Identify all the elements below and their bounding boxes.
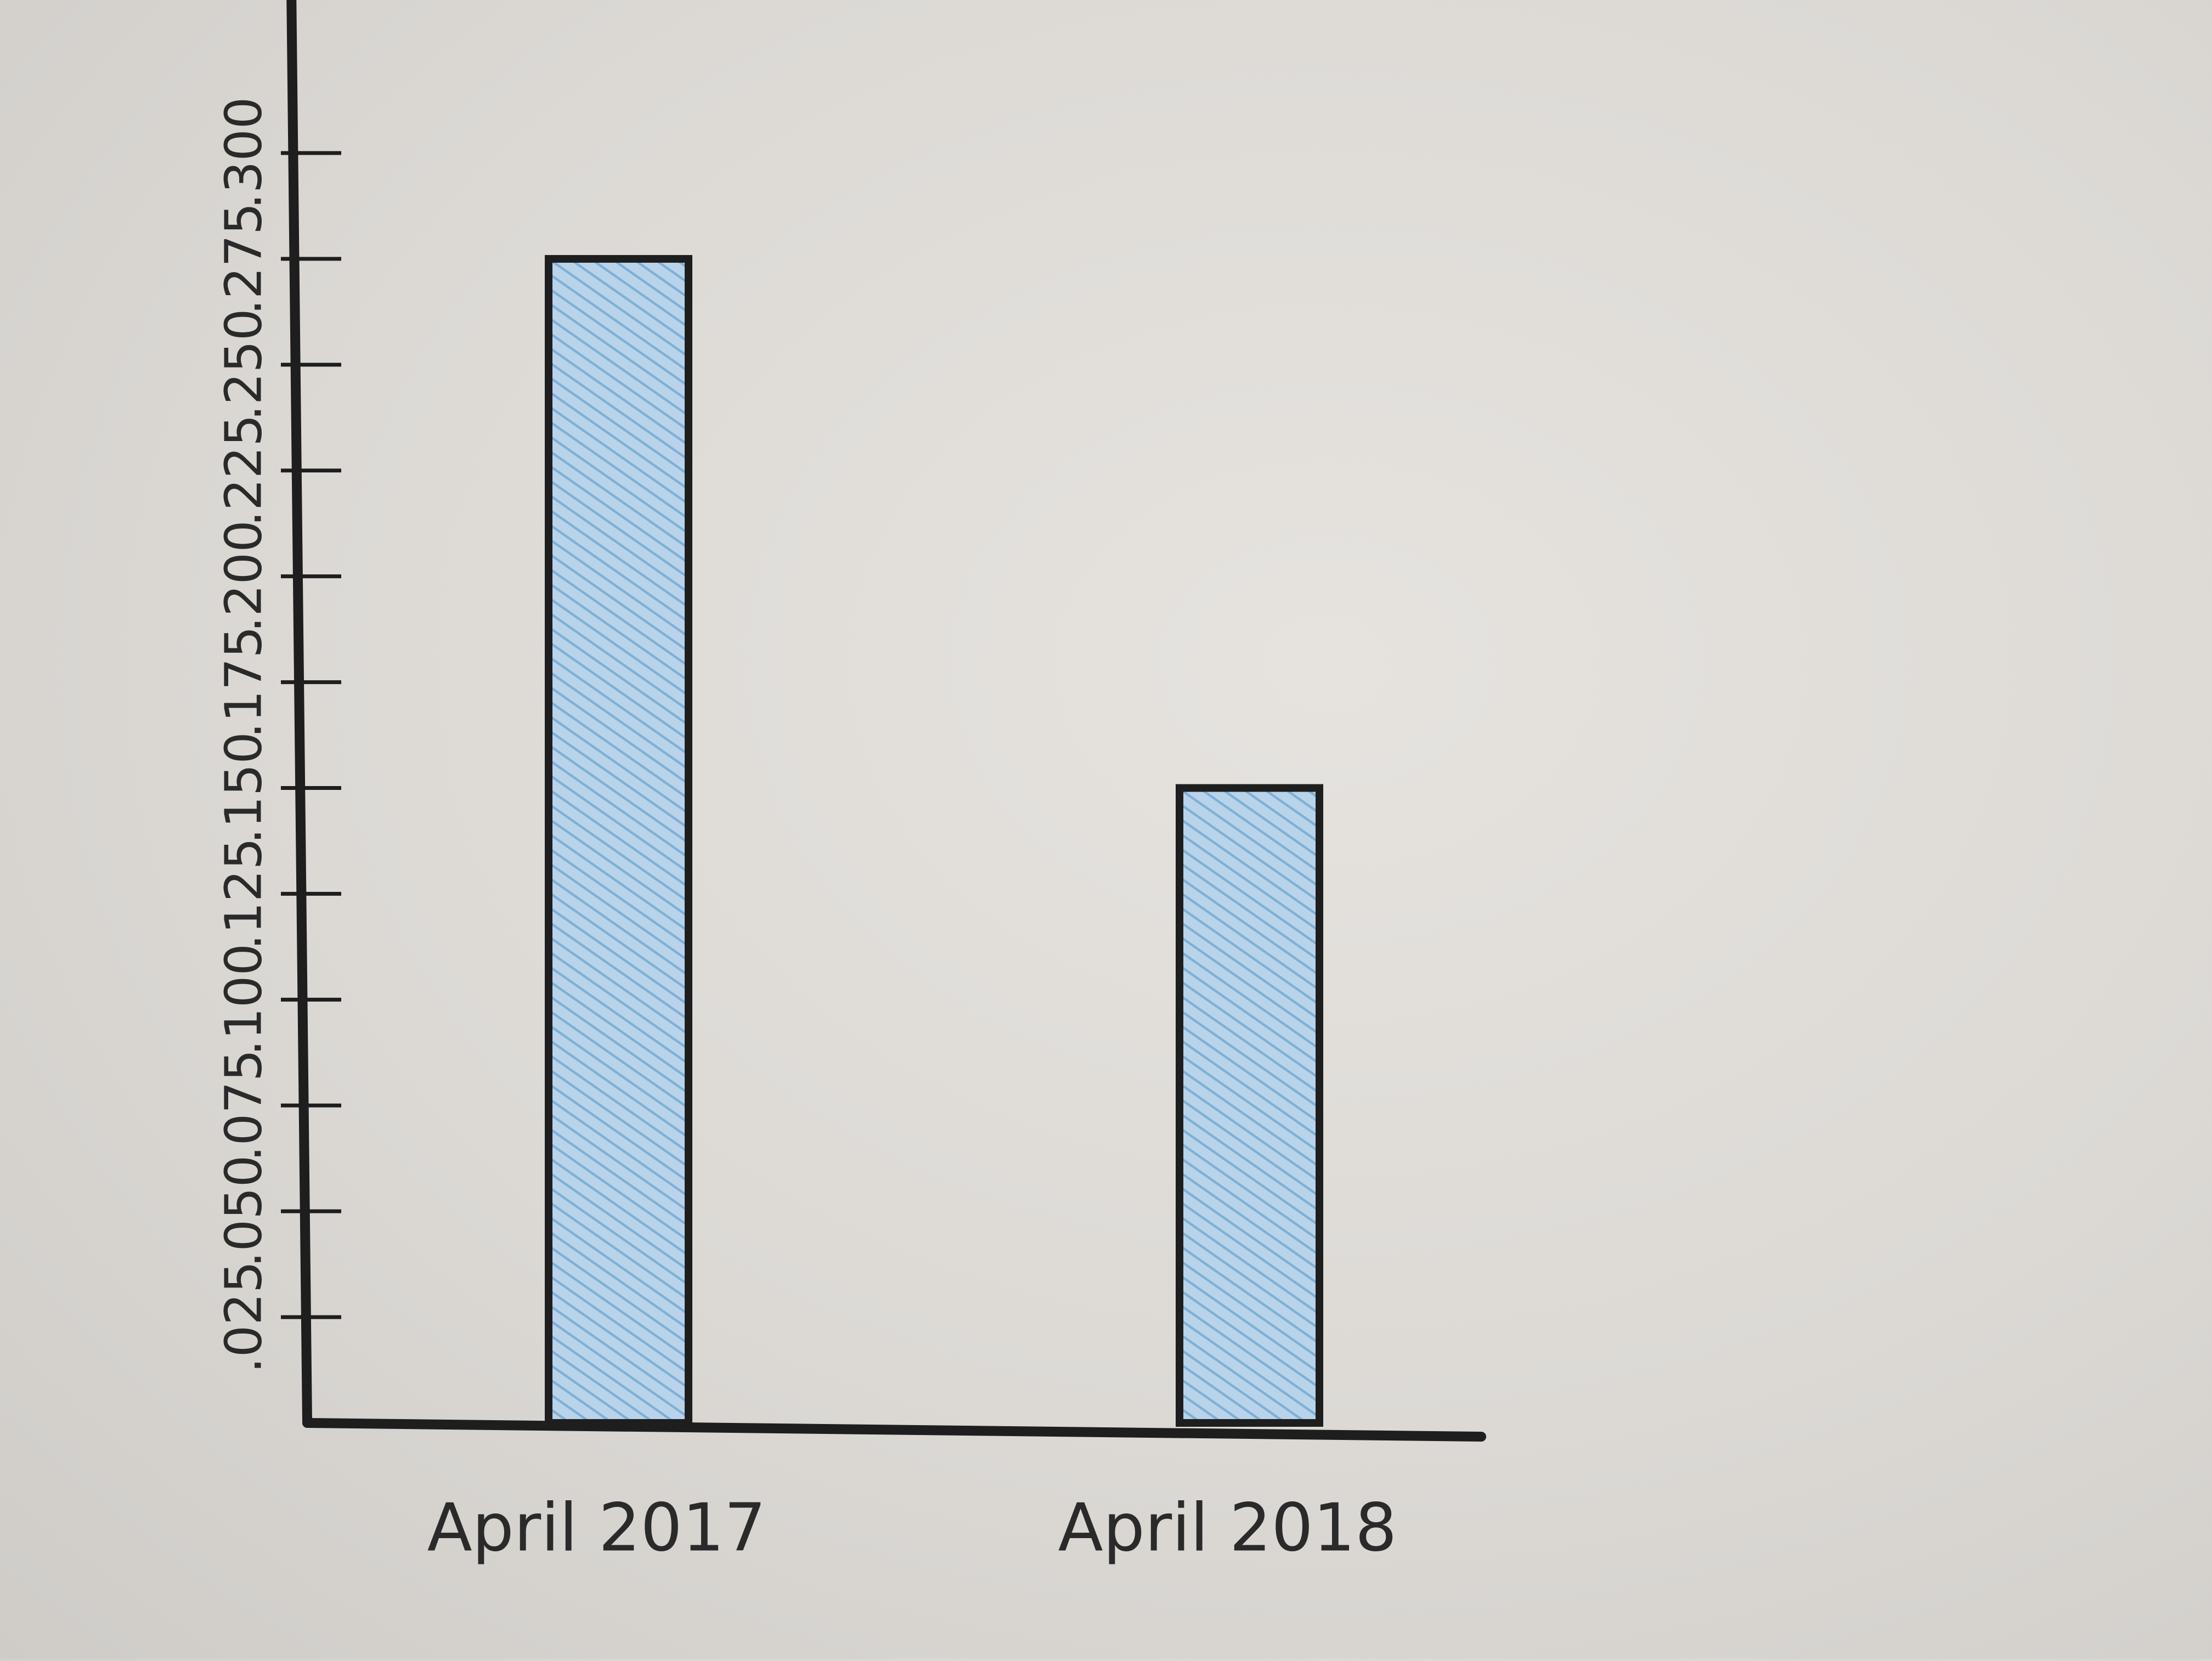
tick-label: .150 [214,732,273,844]
tick-marks [281,151,341,1319]
tick-label: .125 [214,838,273,950]
tick-label: .200 [214,520,273,632]
category-label: April 2017 [427,1490,766,1567]
tick-label: .100 [214,944,273,1056]
tick-label: .300 [214,97,273,210]
value-axis-line [286,0,312,1428]
bar-april-2018 [1176,784,1323,1427]
category-axis-line [302,1418,1486,1442]
tick-label: .175 [214,626,273,738]
tick-label: .025 [214,1261,273,1374]
bar-april-2017 [545,255,692,1427]
tick-label: .250 [214,308,273,421]
bars [545,255,1323,1427]
tick-label: .275 [214,202,273,315]
tick-labels: .025.050.075.100.125.150.175.200.225.250… [214,97,273,1374]
category-labels: April 2017 April 2018 [427,1490,1397,1567]
tick-label: .075 [214,1049,273,1162]
category-label: April 2018 [1058,1490,1397,1567]
tick-label: .225 [214,414,273,527]
tick-label: .050 [214,1155,273,1268]
